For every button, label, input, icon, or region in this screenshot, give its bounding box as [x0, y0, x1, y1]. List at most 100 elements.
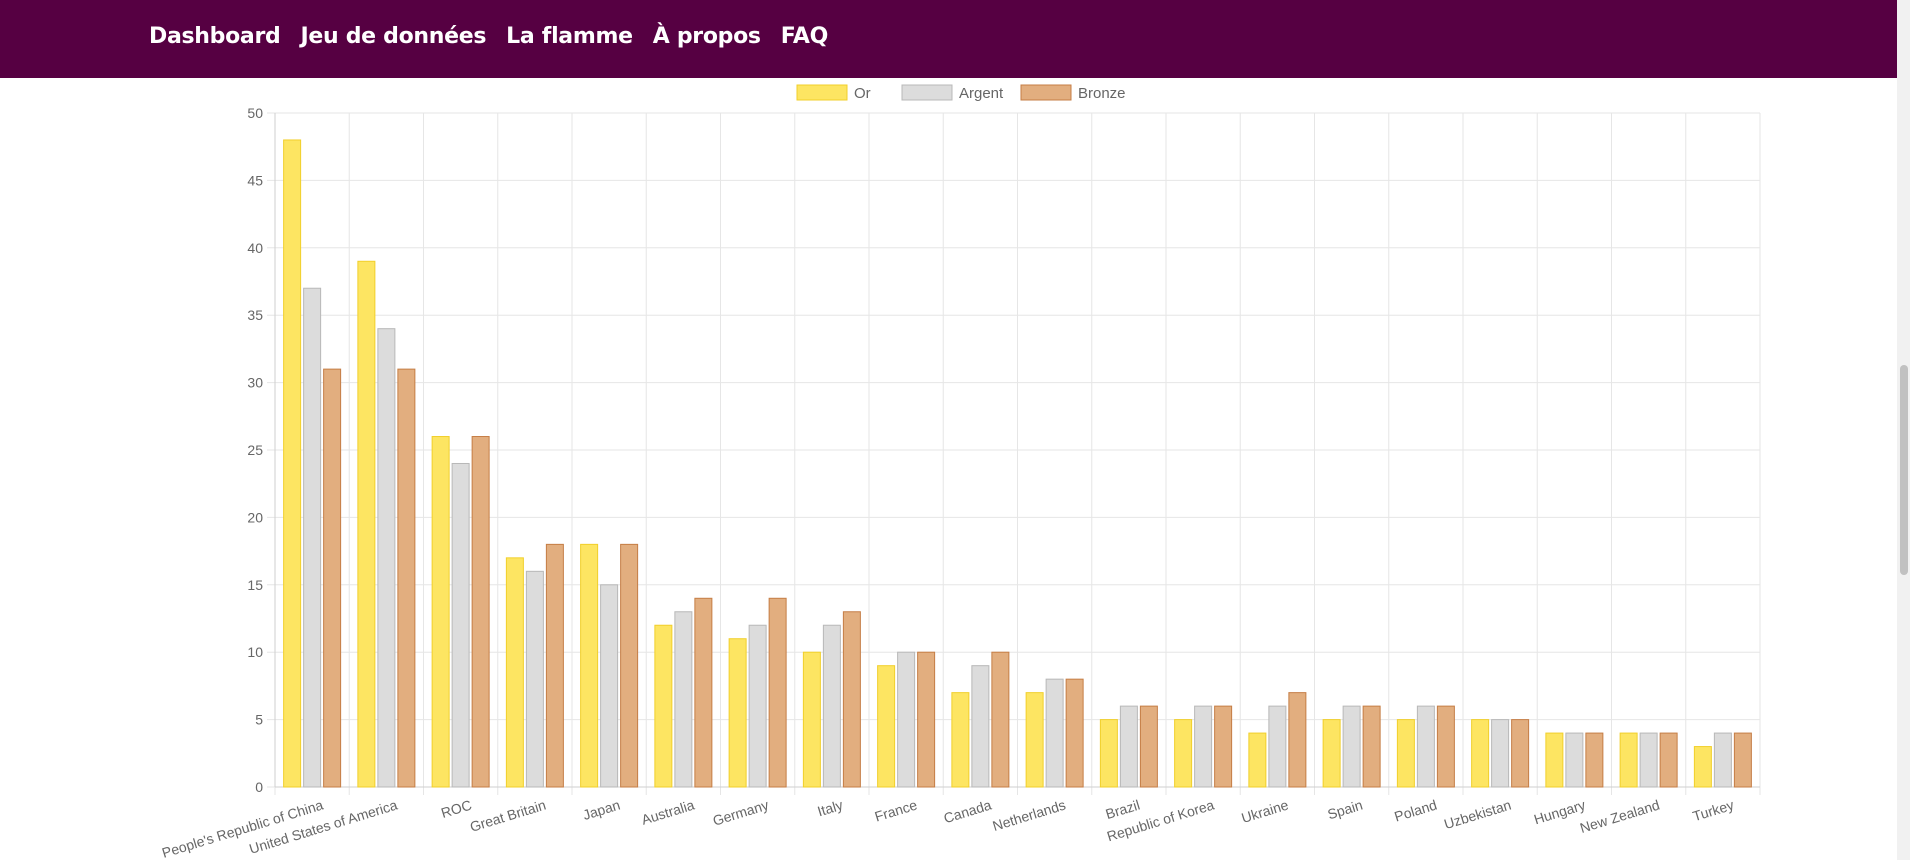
bar-bronze-uzbekistan: [1511, 719, 1530, 788]
bar-silver-republic-of-korea: [1194, 705, 1213, 788]
bar-silver-japan: [600, 584, 619, 788]
bar-gold-great-britain: [505, 557, 524, 788]
bar-bronze-italy: [842, 611, 861, 788]
bar-bronze-new-zealand: [1659, 732, 1678, 788]
x-tick-label-uzbekistan: Uzbekistan: [1442, 797, 1513, 833]
bar-gold-japan: [580, 543, 599, 788]
legend-swatch-silver: [901, 84, 953, 101]
bar-gold-new-zealand: [1619, 732, 1638, 788]
bar-silver-brazil: [1119, 705, 1138, 788]
bar-bronze-japan: [620, 543, 639, 788]
x-tick-label-ukraine: Ukraine: [1239, 797, 1290, 826]
y-tick-label: 25: [247, 442, 263, 458]
bar-bronze-germany: [768, 597, 787, 788]
bar-gold-people-s-republic-of-china: [283, 139, 302, 788]
legend-label-gold: Or: [854, 85, 871, 102]
bar-silver-new-zealand: [1639, 732, 1658, 788]
bar-silver-spain: [1342, 705, 1361, 788]
page-scrollbar-thumb[interactable]: [1900, 365, 1908, 575]
x-tick-label-roc: ROC: [439, 797, 473, 821]
bar-silver-hungary: [1565, 732, 1584, 788]
bar-bronze-roc: [471, 436, 490, 788]
x-tick-label-new-zealand: New Zealand: [1578, 797, 1662, 836]
x-tick-label-japan: Japan: [581, 797, 622, 823]
bar-gold-hungary: [1545, 732, 1564, 788]
x-tick-label-netherlands: Netherlands: [991, 797, 1068, 834]
x-tick-label-canada: Canada: [942, 797, 994, 827]
legend-swatch-bronze: [1020, 84, 1072, 101]
bar-bronze-republic-of-korea: [1214, 705, 1233, 788]
y-tick-label: 45: [247, 172, 263, 188]
bar-gold-united-states-of-america: [357, 260, 376, 788]
x-tick-label-turkey: Turkey: [1691, 797, 1736, 825]
nav-item-about[interactable]: À propos: [652, 24, 761, 49]
bar-gold-spain: [1322, 719, 1341, 788]
bar-bronze-turkey: [1733, 732, 1752, 788]
y-tick-label: 5: [255, 712, 263, 728]
bar-silver-ukraine: [1268, 705, 1287, 788]
bar-gold-germany: [728, 638, 747, 788]
legend-swatch-gold: [796, 84, 848, 101]
top-navbar: Dashboard Jeu de données La flamme À pro…: [0, 0, 1897, 78]
bar-silver-people-s-republic-of-china: [303, 287, 322, 788]
bar-bronze-great-britain: [545, 543, 564, 788]
nav-item-dashboard[interactable]: Dashboard: [149, 24, 281, 49]
x-tick-label-brazil: Brazil: [1104, 797, 1142, 823]
x-tick-label-great-britain: Great Britain: [468, 797, 548, 835]
y-tick-label: 0: [255, 779, 263, 795]
bar-gold-ukraine: [1248, 732, 1267, 788]
nav-links: Dashboard Jeu de données La flamme À pro…: [149, 24, 828, 49]
nav-item-faq[interactable]: FAQ: [780, 24, 829, 49]
y-tick-label: 20: [247, 509, 263, 525]
bar-bronze-people-s-republic-of-china: [323, 368, 342, 788]
legend-label-bronze: Bronze: [1078, 85, 1126, 102]
bar-bronze-canada: [991, 651, 1010, 788]
bar-silver-germany: [748, 624, 767, 788]
x-tick-label-poland: Poland: [1392, 797, 1438, 825]
bar-silver-netherlands: [1045, 678, 1064, 788]
bar-gold-netherlands: [1025, 692, 1044, 788]
x-tick-label-australia: Australia: [639, 797, 696, 828]
bar-gold-roc: [431, 436, 450, 788]
bar-silver-uzbekistan: [1491, 719, 1510, 788]
x-tick-label-germany: Germany: [711, 797, 771, 829]
nav-item-flame[interactable]: La flamme: [506, 24, 633, 49]
bar-bronze-hungary: [1585, 732, 1604, 788]
bar-bronze-united-states-of-america: [397, 368, 416, 788]
bar-bronze-brazil: [1139, 705, 1158, 788]
y-tick-label: 10: [247, 644, 263, 660]
x-tick-label-italy: Italy: [816, 797, 845, 820]
bar-bronze-poland: [1436, 705, 1455, 788]
bar-silver-poland: [1416, 705, 1435, 788]
bar-gold-turkey: [1693, 746, 1712, 788]
bar-silver-turkey: [1713, 732, 1732, 788]
bar-gold-republic-of-korea: [1174, 719, 1193, 788]
bar-gold-france: [877, 665, 896, 788]
y-tick-label: 35: [247, 307, 263, 323]
bar-silver-canada: [971, 665, 990, 788]
bar-bronze-france: [917, 651, 936, 788]
y-tick-label: 40: [247, 240, 263, 256]
y-tick-label: 50: [247, 105, 263, 121]
y-tick-label: 15: [247, 577, 263, 593]
bar-gold-italy: [802, 651, 821, 788]
bar-gold-canada: [951, 692, 970, 788]
bar-silver-australia: [674, 611, 693, 788]
bar-silver-roc: [451, 462, 470, 788]
bar-silver-united-states-of-america: [377, 328, 396, 788]
bar-bronze-netherlands: [1065, 678, 1084, 788]
bar-gold-brazil: [1099, 719, 1118, 788]
bar-silver-france: [897, 651, 916, 788]
x-tick-label-france: France: [873, 797, 920, 825]
legend-label-silver: Argent: [959, 85, 1004, 102]
bar-gold-australia: [654, 624, 673, 788]
bar-silver-great-britain: [525, 570, 544, 788]
nav-item-dataset[interactable]: Jeu de données: [300, 24, 487, 49]
bar-bronze-spain: [1362, 705, 1381, 788]
bar-silver-italy: [822, 624, 841, 788]
x-tick-label-spain: Spain: [1326, 797, 1365, 823]
bar-bronze-australia: [694, 597, 713, 788]
y-tick-label: 30: [247, 375, 263, 391]
bar-gold-uzbekistan: [1471, 719, 1490, 788]
